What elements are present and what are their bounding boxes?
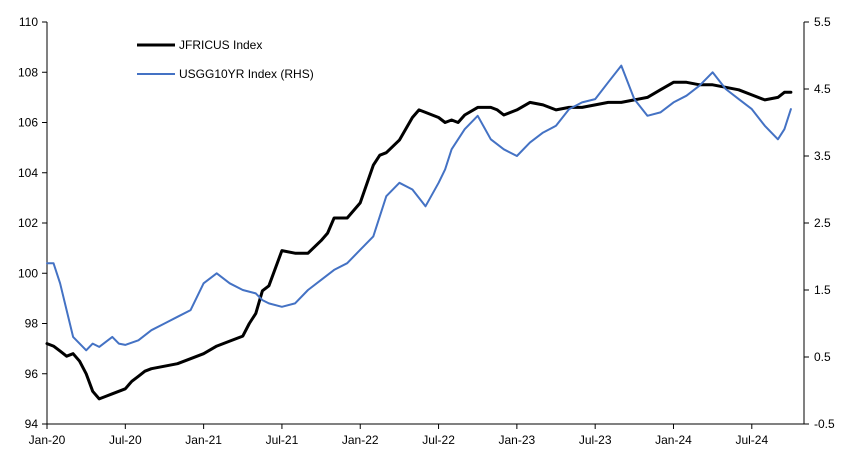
y-tick-label: 98 [25, 317, 39, 331]
y2-tick-label: 3.5 [814, 149, 831, 163]
legend-label: USGG10YR Index (RHS) [179, 67, 314, 81]
series-line-usgg10yr [46, 64, 792, 352]
y-tick-label: 96 [25, 367, 39, 381]
x-tick-label: Jul-21 [266, 433, 299, 447]
x-tick-label: Jan-20 [29, 433, 66, 447]
y-tick-label: 94 [25, 417, 39, 431]
x-tick-label: Jan-23 [499, 433, 536, 447]
axes-layer: 94 96 98 100 102 104 106 108 110 -0.5 0.5 1.5 2.5 3.5… [18, 15, 835, 447]
y-tick-label: 104 [18, 166, 38, 180]
y2-tick-label: 0.5 [814, 350, 831, 364]
x-tick-label: Jul-22 [422, 433, 455, 447]
x-tick-label: Jul-20 [109, 433, 142, 447]
y-tick-label: 110 [19, 15, 38, 29]
x-tick-label: Jan-22 [342, 433, 379, 447]
y2-tick-label: -0.5 [814, 417, 835, 431]
y2-tick-label: 2.5 [814, 216, 831, 230]
legend-label: JFRICUS Index [179, 38, 262, 52]
y-tick-label: 102 [18, 216, 38, 230]
x-tick-label: Jul-23 [579, 433, 612, 447]
y2-tick-label: 1.5 [814, 283, 831, 297]
x-tick-label: Jul-24 [735, 433, 768, 447]
series-layer [45, 64, 793, 401]
series-line-jfricus [45, 80, 793, 401]
x-tick-label: Jan-21 [185, 433, 222, 447]
y-tick-label: 106 [18, 116, 38, 130]
y2-tick-label: 4.5 [814, 82, 831, 96]
legend: JFRICUS Index USGG10YR Index (RHS) [137, 38, 314, 81]
y2-tick-label: 5.5 [814, 15, 831, 29]
x-tick-label: Jan-24 [655, 433, 692, 447]
y-tick-label: 100 [18, 266, 38, 280]
y-tick-label: 108 [18, 65, 38, 79]
